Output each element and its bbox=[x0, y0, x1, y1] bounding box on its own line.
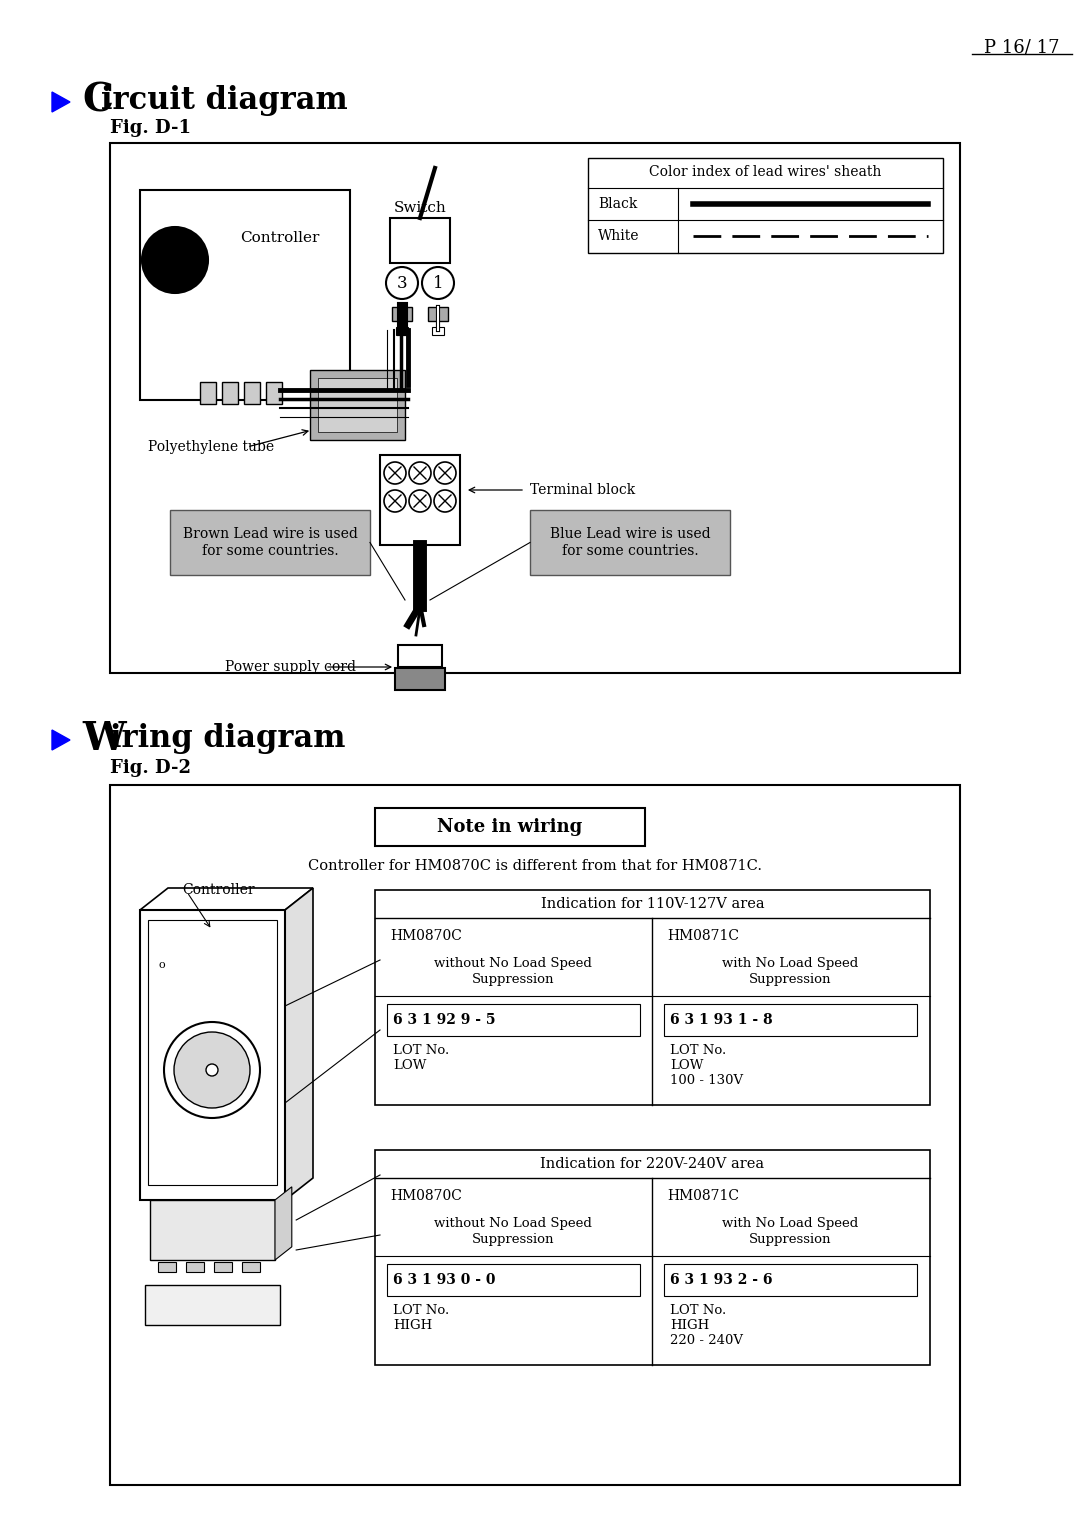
Polygon shape bbox=[275, 1186, 292, 1260]
Text: HM0871C: HM0871C bbox=[667, 1190, 739, 1203]
Bar bbox=[380, 455, 460, 545]
Polygon shape bbox=[285, 889, 313, 1200]
Circle shape bbox=[384, 490, 406, 512]
Circle shape bbox=[164, 1022, 260, 1118]
Text: Blue Lead wire is used
for some countries.: Blue Lead wire is used for some countrie… bbox=[550, 527, 711, 557]
Bar bbox=[148, 919, 276, 1185]
Bar bbox=[266, 382, 282, 405]
Text: C: C bbox=[82, 82, 113, 121]
Bar bbox=[395, 667, 445, 690]
Bar bbox=[318, 379, 397, 432]
Bar bbox=[390, 218, 450, 263]
Bar bbox=[428, 307, 448, 321]
Bar bbox=[432, 327, 444, 334]
Bar bbox=[170, 510, 370, 576]
Circle shape bbox=[141, 228, 208, 293]
Text: Note in wiring: Note in wiring bbox=[437, 818, 582, 835]
Circle shape bbox=[409, 463, 431, 484]
Text: 3: 3 bbox=[396, 275, 407, 292]
Circle shape bbox=[409, 490, 431, 512]
Text: Suppression: Suppression bbox=[748, 974, 832, 986]
Text: Power supply cord: Power supply cord bbox=[225, 660, 356, 673]
Bar bbox=[664, 1003, 917, 1035]
Text: White: White bbox=[598, 229, 639, 243]
Bar bbox=[186, 1261, 204, 1272]
Bar bbox=[150, 1200, 275, 1260]
Text: Controller: Controller bbox=[240, 231, 320, 244]
Text: without No Load Speed: without No Load Speed bbox=[434, 956, 592, 970]
Bar bbox=[387, 1003, 640, 1035]
Bar bbox=[530, 510, 730, 576]
Circle shape bbox=[386, 267, 418, 299]
Text: with No Load Speed: with No Load Speed bbox=[721, 956, 859, 970]
Polygon shape bbox=[140, 910, 285, 1200]
Text: HM0870C: HM0870C bbox=[390, 928, 462, 944]
Text: Terminal block: Terminal block bbox=[530, 483, 635, 496]
Text: LOT No.
LOW: LOT No. LOW bbox=[393, 1044, 449, 1072]
Text: W: W bbox=[82, 721, 125, 757]
Circle shape bbox=[206, 1064, 218, 1077]
Text: Controller for HM0870C is different from that for HM0871C.: Controller for HM0870C is different from… bbox=[308, 860, 762, 873]
Bar bbox=[375, 808, 645, 846]
Text: LOT No.
HIGH: LOT No. HIGH bbox=[393, 1304, 449, 1332]
Bar bbox=[145, 1286, 280, 1325]
Bar bbox=[588, 157, 943, 253]
Text: Fig. D-1: Fig. D-1 bbox=[110, 119, 191, 137]
Text: 6 3 1 92 9 - 5: 6 3 1 92 9 - 5 bbox=[393, 1012, 496, 1028]
Bar bbox=[158, 1261, 176, 1272]
Circle shape bbox=[422, 267, 454, 299]
Bar bbox=[664, 1264, 917, 1296]
Text: Suppression: Suppression bbox=[472, 974, 554, 986]
Text: ircuit diagram: ircuit diagram bbox=[102, 86, 348, 116]
Bar bbox=[110, 785, 960, 1484]
Bar bbox=[310, 370, 405, 440]
Bar bbox=[392, 307, 411, 321]
Polygon shape bbox=[52, 730, 70, 750]
Text: 6 3 1 93 2 - 6: 6 3 1 93 2 - 6 bbox=[670, 1274, 772, 1287]
Polygon shape bbox=[140, 889, 313, 910]
Bar bbox=[244, 382, 260, 405]
Text: Brown Lead wire is used
for some countries.: Brown Lead wire is used for some countri… bbox=[183, 527, 357, 557]
Text: without No Load Speed: without No Load Speed bbox=[434, 1217, 592, 1229]
Text: P 16/ 17: P 16/ 17 bbox=[984, 38, 1059, 56]
Circle shape bbox=[174, 1032, 249, 1109]
Text: Black: Black bbox=[598, 197, 637, 211]
Polygon shape bbox=[52, 92, 70, 111]
Bar bbox=[200, 382, 216, 405]
Text: LOT No.
HIGH
220 - 240V: LOT No. HIGH 220 - 240V bbox=[670, 1304, 743, 1347]
Text: iring diagram: iring diagram bbox=[110, 724, 346, 754]
Text: o: o bbox=[159, 960, 165, 970]
Text: HM0871C: HM0871C bbox=[667, 928, 739, 944]
Text: with No Load Speed: with No Load Speed bbox=[721, 1217, 859, 1229]
Bar bbox=[375, 890, 930, 1106]
Text: 1: 1 bbox=[433, 275, 443, 292]
Text: 6 3 1 93 1 - 8: 6 3 1 93 1 - 8 bbox=[670, 1012, 772, 1028]
Text: Switch: Switch bbox=[393, 202, 446, 215]
Circle shape bbox=[434, 463, 456, 484]
Bar bbox=[222, 382, 238, 405]
Bar bbox=[396, 327, 408, 334]
Text: Color index of lead wires' sheath: Color index of lead wires' sheath bbox=[649, 165, 881, 179]
Bar bbox=[110, 144, 960, 673]
Bar bbox=[387, 1264, 640, 1296]
Text: 6 3 1 93 0 - 0: 6 3 1 93 0 - 0 bbox=[393, 1274, 496, 1287]
Bar bbox=[242, 1261, 260, 1272]
Text: Polyethylene tube: Polyethylene tube bbox=[148, 440, 274, 454]
Bar bbox=[375, 1150, 930, 1365]
Text: HM0870C: HM0870C bbox=[390, 1190, 462, 1203]
Bar bbox=[399, 644, 442, 667]
Circle shape bbox=[384, 463, 406, 484]
Text: Controller: Controller bbox=[183, 883, 255, 896]
Text: LOT No.
LOW
100 - 130V: LOT No. LOW 100 - 130V bbox=[670, 1044, 743, 1087]
Text: Suppression: Suppression bbox=[748, 1234, 832, 1246]
Circle shape bbox=[434, 490, 456, 512]
Text: Fig. D-2: Fig. D-2 bbox=[110, 759, 191, 777]
Bar bbox=[140, 189, 350, 400]
Text: Suppression: Suppression bbox=[472, 1234, 554, 1246]
Bar bbox=[214, 1261, 232, 1272]
Text: Indication for 220V-240V area: Indication for 220V-240V area bbox=[540, 1157, 765, 1171]
Text: Indication for 110V-127V area: Indication for 110V-127V area bbox=[541, 896, 765, 912]
